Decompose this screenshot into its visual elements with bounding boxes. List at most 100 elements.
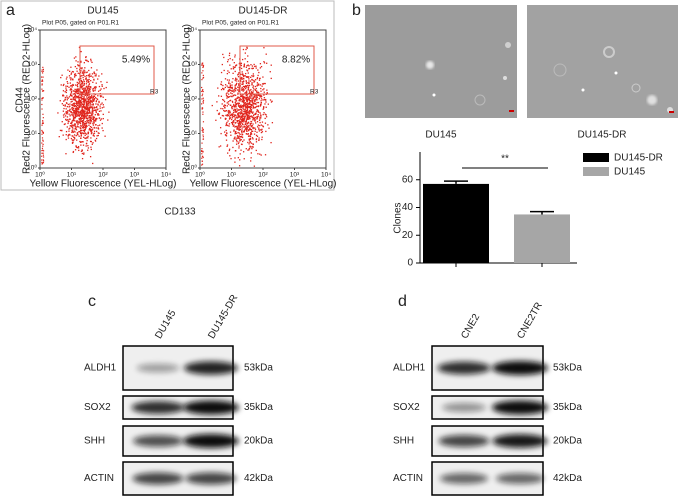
cytometry-event — [245, 80, 247, 82]
cytometry-event — [79, 123, 82, 125]
cytometry-event — [253, 75, 255, 77]
cytometry-event — [250, 108, 252, 110]
cytometry-event — [237, 80, 239, 82]
cytometry-event — [256, 77, 258, 80]
cytometry-event — [251, 112, 254, 114]
cytometry-event — [235, 103, 237, 105]
cytometry-event — [245, 85, 248, 87]
cytometry-event — [79, 117, 82, 119]
cytometry-event — [100, 110, 102, 112]
cytometry-event — [100, 95, 103, 97]
cytometry-event — [82, 122, 84, 124]
cytometry-event — [73, 98, 75, 100]
cytometry-event — [251, 82, 253, 84]
cytometry-event — [232, 113, 234, 115]
cytometry-event — [246, 112, 249, 114]
cytometry-event — [84, 87, 86, 89]
y-tick-label: 10³ — [28, 61, 38, 68]
cytometry-event — [240, 77, 242, 79]
cytometry-event — [105, 86, 107, 89]
cytometry-event — [247, 133, 250, 135]
cytometry-event — [97, 128, 100, 130]
cytometry-event — [87, 106, 89, 108]
cytometry-event — [235, 98, 237, 100]
cytometry-event — [79, 121, 81, 124]
cytometry-event — [101, 127, 103, 129]
cytometry-event — [93, 135, 95, 137]
cytometry-event — [82, 84, 84, 87]
cytometry-event — [72, 107, 75, 110]
cytometry-event — [247, 81, 249, 84]
cytometry-event — [72, 118, 75, 120]
cytometry-event — [77, 134, 79, 136]
cytometry-event — [240, 115, 243, 117]
cytometry-event — [63, 83, 65, 86]
cytometry-event — [77, 122, 79, 124]
blot-band — [185, 472, 237, 485]
protein-label: ALDH1 — [393, 363, 426, 374]
cytometry-event — [235, 64, 237, 67]
cytometry-event — [72, 141, 74, 143]
cytometry-event — [82, 124, 84, 127]
cytometry-event — [61, 103, 63, 105]
cytometry-event — [244, 123, 246, 126]
cytometry-event — [255, 106, 257, 108]
cytometry-event — [237, 112, 239, 115]
cytometry-event — [251, 84, 253, 86]
cytometry-event — [234, 119, 236, 121]
cytometry-event — [259, 121, 261, 124]
cytometry-event — [244, 115, 246, 117]
cytometry-event — [250, 146, 252, 148]
cytometry-event — [41, 159, 43, 161]
cytometry-event — [42, 159, 44, 161]
cytometry-event — [79, 120, 82, 122]
cytometry-event — [100, 88, 102, 90]
cytometry-event — [270, 64, 272, 66]
cytometry-event — [249, 141, 251, 143]
cytometry-event — [82, 97, 85, 100]
y-axis-label: Clones — [393, 202, 404, 233]
cytometry-event — [42, 150, 45, 152]
cytometry-event — [81, 67, 83, 69]
cytometry-event — [69, 103, 71, 105]
cytometry-event — [233, 124, 235, 126]
cytometry-event — [226, 92, 228, 94]
cytometry-event — [92, 88, 94, 90]
cytometry-event — [67, 135, 69, 137]
cytometry-event — [72, 124, 74, 126]
cytometry-event — [226, 121, 228, 124]
cytometry-event — [241, 71, 243, 73]
cytometry-event — [237, 122, 239, 125]
cytometry-event — [231, 115, 234, 117]
cytometry-event — [98, 117, 101, 119]
cytometry-event — [241, 120, 243, 122]
cytometry-event — [243, 75, 245, 78]
x-tick-label: 10⁰ — [195, 171, 205, 179]
cytometry-event — [62, 104, 65, 106]
cytometry-event — [99, 89, 101, 91]
cytometry-event — [79, 86, 82, 88]
cytometry-event — [92, 103, 94, 105]
cytometry-event — [74, 109, 76, 112]
cytometry-event — [92, 96, 95, 99]
cytometry-event — [261, 138, 263, 141]
cytometry-event — [81, 121, 84, 123]
cytometry-event — [69, 93, 72, 95]
cytometry-event — [88, 94, 91, 96]
cytometry-event — [73, 112, 75, 114]
cytometry-event — [223, 109, 225, 112]
cytometry-event — [41, 122, 44, 125]
cytometry-event — [83, 126, 85, 128]
cytometry-event — [234, 109, 237, 112]
cytometry-event — [72, 93, 74, 95]
cytometry-event — [76, 139, 78, 141]
cytometry-event — [89, 73, 91, 75]
cytometry-event — [89, 107, 91, 109]
cytometry-event — [256, 118, 258, 120]
cytometry-event — [202, 66, 205, 68]
cytometry-event — [91, 129, 93, 131]
cytometry-event — [227, 59, 229, 61]
blot-band — [183, 434, 239, 448]
cytometry-event — [82, 141, 84, 143]
cytometry-event — [233, 108, 235, 110]
